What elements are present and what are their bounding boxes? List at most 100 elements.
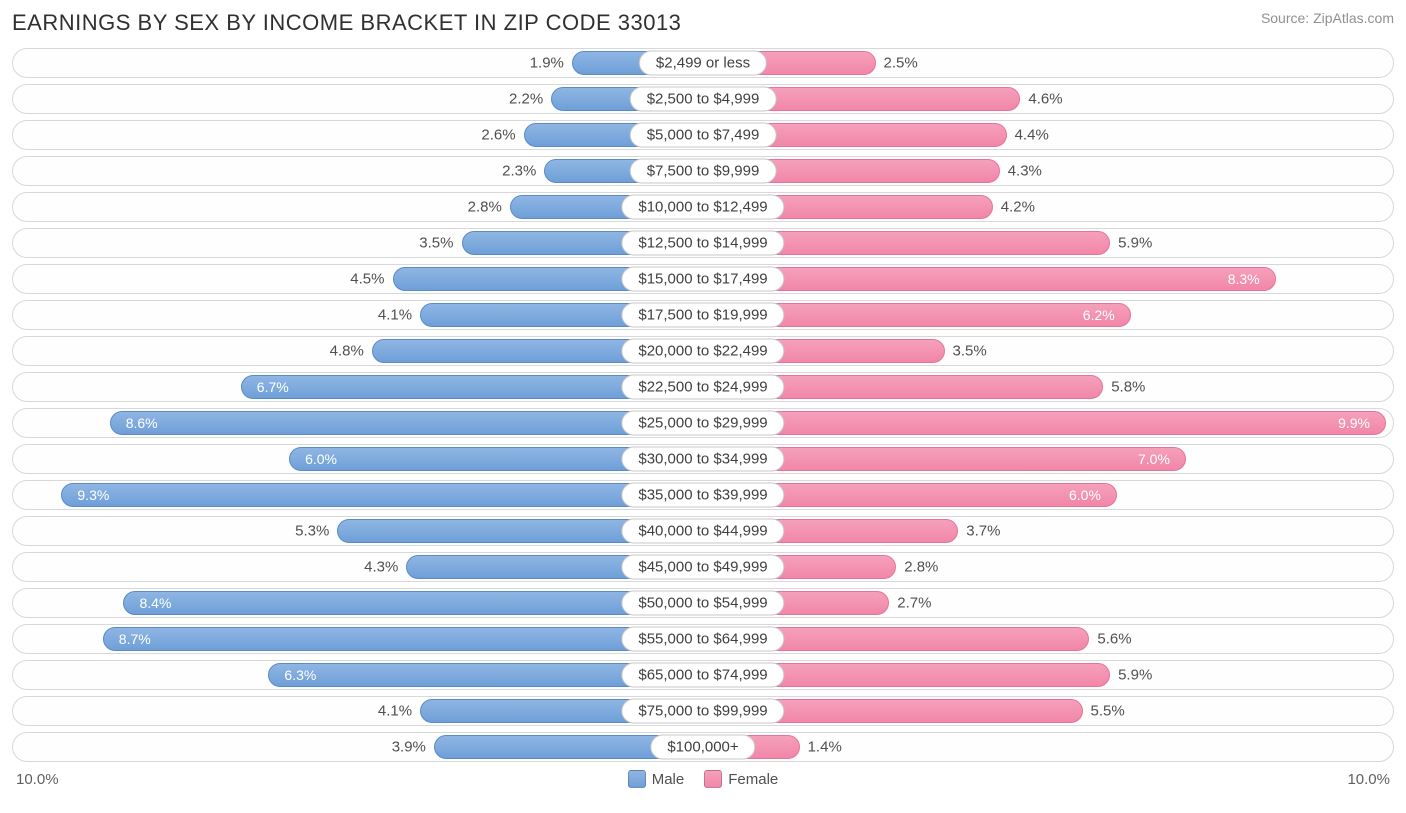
chart-row: 8.7% 5.6% $55,000 to $64,999 xyxy=(12,624,1394,654)
bracket-label: $15,000 to $17,499 xyxy=(621,267,784,292)
chart-row: 6.7% 5.8% $22,500 to $24,999 xyxy=(12,372,1394,402)
male-pct-label: 4.1% xyxy=(378,703,412,720)
male-pct-label: 3.9% xyxy=(392,739,426,756)
female-pct-label: 2.5% xyxy=(884,55,918,72)
male-pct-label: 2.3% xyxy=(502,163,536,180)
chart-title: EARNINGS BY SEX BY INCOME BRACKET IN ZIP… xyxy=(12,10,681,36)
female-pct-label: 3.7% xyxy=(966,523,1000,540)
male-pct-label: 4.1% xyxy=(378,307,412,324)
chart-row: 8.6% 9.9% $25,000 to $29,999 xyxy=(12,408,1394,438)
bracket-label: $2,500 to $4,999 xyxy=(630,87,777,112)
bracket-label: $50,000 to $54,999 xyxy=(621,591,784,616)
female-pct-label: 8.3% xyxy=(1228,271,1260,287)
male-pct-label: 6.7% xyxy=(257,379,289,395)
legend-swatch-male xyxy=(628,770,646,788)
female-pct-label: 7.0% xyxy=(1138,451,1170,467)
bracket-label: $2,499 or less xyxy=(639,51,767,76)
chart-row: 2.3% 4.3% $7,500 to $9,999 xyxy=(12,156,1394,186)
female-pct-label: 5.9% xyxy=(1118,235,1152,252)
bracket-label: $55,000 to $64,999 xyxy=(621,627,784,652)
female-pct-label: 6.0% xyxy=(1069,487,1101,503)
bracket-label: $75,000 to $99,999 xyxy=(621,699,784,724)
legend-label-female: Female xyxy=(728,771,778,788)
male-pct-label: 8.4% xyxy=(139,595,171,611)
male-pct-label: 9.3% xyxy=(77,487,109,503)
female-bar xyxy=(703,411,1386,435)
chart-row: 4.1% 6.2% $17,500 to $19,999 xyxy=(12,300,1394,330)
legend-item-female: Female xyxy=(704,770,778,788)
male-pct-label: 4.3% xyxy=(364,559,398,576)
bracket-label: $65,000 to $74,999 xyxy=(621,663,784,688)
chart-footer: 10.0% Male Female 10.0% xyxy=(12,770,1394,788)
chart-row: 3.9% 1.4% $100,000+ xyxy=(12,732,1394,762)
male-bar xyxy=(123,591,703,615)
male-bar xyxy=(61,483,703,507)
male-pct-label: 2.6% xyxy=(481,127,515,144)
chart-row: 4.5% 8.3% $15,000 to $17,499 xyxy=(12,264,1394,294)
legend-swatch-female xyxy=(704,770,722,788)
male-pct-label: 8.6% xyxy=(126,415,158,431)
female-pct-label: 4.2% xyxy=(1001,199,1035,216)
chart-row: 9.3% 6.0% $35,000 to $39,999 xyxy=(12,480,1394,510)
header: EARNINGS BY SEX BY INCOME BRACKET IN ZIP… xyxy=(12,10,1394,36)
male-pct-label: 4.5% xyxy=(350,271,384,288)
axis-label-right: 10.0% xyxy=(1347,771,1390,788)
bracket-label: $45,000 to $49,999 xyxy=(621,555,784,580)
female-pct-label: 1.4% xyxy=(808,739,842,756)
bracket-label: $22,500 to $24,999 xyxy=(621,375,784,400)
female-pct-label: 4.6% xyxy=(1028,91,1062,108)
chart-row: 6.0% 7.0% $30,000 to $34,999 xyxy=(12,444,1394,474)
bracket-label: $100,000+ xyxy=(650,735,755,760)
legend-item-male: Male xyxy=(628,770,685,788)
chart-row: 4.1% 5.5% $75,000 to $99,999 xyxy=(12,696,1394,726)
female-pct-label: 5.9% xyxy=(1118,667,1152,684)
male-pct-label: 6.0% xyxy=(305,451,337,467)
bracket-label: $12,500 to $14,999 xyxy=(621,231,784,256)
bracket-label: $10,000 to $12,499 xyxy=(621,195,784,220)
female-pct-label: 5.6% xyxy=(1097,631,1131,648)
chart-row: 4.3% 2.8% $45,000 to $49,999 xyxy=(12,552,1394,582)
male-pct-label: 5.3% xyxy=(295,523,329,540)
female-pct-label: 9.9% xyxy=(1338,415,1370,431)
bracket-label: $30,000 to $34,999 xyxy=(621,447,784,472)
female-bar xyxy=(703,267,1276,291)
axis-label-left: 10.0% xyxy=(16,771,59,788)
female-pct-label: 2.8% xyxy=(904,559,938,576)
female-pct-label: 3.5% xyxy=(953,343,987,360)
bracket-label: $25,000 to $29,999 xyxy=(621,411,784,436)
chart-row: 2.8% 4.2% $10,000 to $12,499 xyxy=(12,192,1394,222)
male-pct-label: 8.7% xyxy=(119,631,151,647)
male-pct-label: 1.9% xyxy=(530,55,564,72)
bracket-label: $40,000 to $44,999 xyxy=(621,519,784,544)
female-pct-label: 4.4% xyxy=(1015,127,1049,144)
bracket-label: $7,500 to $9,999 xyxy=(630,159,777,184)
male-bar xyxy=(110,411,703,435)
male-pct-label: 3.5% xyxy=(419,235,453,252)
legend-label-male: Male xyxy=(652,771,685,788)
female-pct-label: 6.2% xyxy=(1083,307,1115,323)
female-pct-label: 2.7% xyxy=(897,595,931,612)
female-pct-label: 5.8% xyxy=(1111,379,1145,396)
chart-row: 3.5% 5.9% $12,500 to $14,999 xyxy=(12,228,1394,258)
source-label: Source: ZipAtlas.com xyxy=(1261,10,1394,26)
bracket-label: $20,000 to $22,499 xyxy=(621,339,784,364)
chart-row: 6.3% 5.9% $65,000 to $74,999 xyxy=(12,660,1394,690)
chart-row: 2.2% 4.6% $2,500 to $4,999 xyxy=(12,84,1394,114)
male-pct-label: 4.8% xyxy=(330,343,364,360)
male-pct-label: 6.3% xyxy=(284,667,316,683)
chart-row: 8.4% 2.7% $50,000 to $54,999 xyxy=(12,588,1394,618)
chart-row: 5.3% 3.7% $40,000 to $44,999 xyxy=(12,516,1394,546)
female-pct-label: 5.5% xyxy=(1091,703,1125,720)
chart-row: 4.8% 3.5% $20,000 to $22,499 xyxy=(12,336,1394,366)
bracket-label: $17,500 to $19,999 xyxy=(621,303,784,328)
male-bar xyxy=(103,627,703,651)
chart-row: 1.9% 2.5% $2,499 or less xyxy=(12,48,1394,78)
legend: Male Female xyxy=(628,770,779,788)
bracket-label: $35,000 to $39,999 xyxy=(621,483,784,508)
bracket-label: $5,000 to $7,499 xyxy=(630,123,777,148)
male-pct-label: 2.2% xyxy=(509,91,543,108)
chart-row: 2.6% 4.4% $5,000 to $7,499 xyxy=(12,120,1394,150)
male-pct-label: 2.8% xyxy=(468,199,502,216)
butterfly-chart: 1.9% 2.5% $2,499 or less 2.2% 4.6% $2,500 to … xyxy=(12,48,1394,762)
female-pct-label: 4.3% xyxy=(1008,163,1042,180)
